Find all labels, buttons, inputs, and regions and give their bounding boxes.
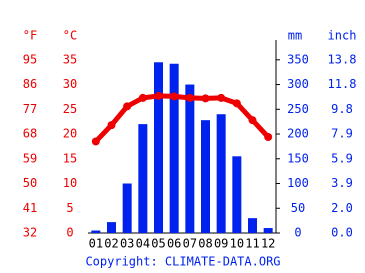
x-tick-label: 12	[261, 237, 275, 251]
axis-label-mm: mm	[288, 29, 302, 43]
y2-tick-label-inch: 3.9	[331, 176, 353, 190]
bar	[91, 230, 101, 233]
y2-tick-label: 0	[294, 226, 301, 240]
source: Copyright: CLIMATE-DATA.ORG	[85, 255, 280, 269]
y2-tick-label: 350	[287, 52, 309, 66]
y-tick-label: 15	[63, 151, 77, 165]
temperature-point	[154, 91, 163, 100]
bar	[122, 183, 132, 233]
y2-tick-label: 300	[287, 77, 309, 91]
bar	[232, 156, 242, 233]
x-tick-label: 04	[136, 237, 150, 251]
temperature-point	[264, 132, 273, 141]
temperature-point	[91, 137, 100, 146]
bar	[107, 222, 116, 233]
axis-label-c: °C	[63, 29, 77, 43]
y-tick-label-f: 32	[23, 226, 37, 240]
temperature-point	[170, 92, 179, 101]
y-tick-label-f: 41	[23, 201, 37, 215]
bar	[154, 62, 163, 234]
y-tick-label-f: 68	[23, 127, 37, 141]
y2-tick-label: 100	[287, 176, 309, 190]
x-tick-label: 11	[245, 237, 259, 251]
temperature-point	[123, 102, 132, 111]
y-tick-label-f: 77	[23, 102, 37, 116]
y2-tick-label-inch: 0.0	[331, 226, 353, 240]
y2-tick-label-inch: 2.0	[331, 201, 353, 215]
x-tick-label: 03	[120, 237, 134, 251]
x-tick-label: 06	[167, 237, 181, 251]
y-tick-label: 5	[66, 201, 73, 215]
temperature-point	[201, 94, 210, 103]
y-tick-label-f: 86	[23, 77, 37, 91]
bar	[263, 228, 273, 233]
y2-tick-label-inch: 7.9	[331, 127, 353, 141]
y2-tick-label-inch: 13.8	[328, 52, 357, 66]
bar	[185, 84, 195, 234]
x-tick-label: 05	[151, 237, 165, 251]
bar	[248, 218, 257, 233]
x-tick-label: 07	[183, 237, 197, 251]
x-tick-label: 01	[89, 237, 103, 251]
x-tick-label: 09	[214, 237, 228, 251]
bar	[201, 120, 210, 233]
y2-tick-label: 150	[287, 151, 309, 165]
y-tick-label-f: 95	[23, 52, 37, 66]
y2-tick-label: 200	[287, 127, 309, 141]
axis-label-inch: inch	[328, 29, 357, 43]
temperature-point	[217, 93, 226, 102]
bar	[169, 63, 179, 233]
temperature-line	[94, 93, 270, 144]
y-tick-label: 20	[63, 127, 77, 141]
y-tick-label: 30	[63, 77, 77, 91]
y2-tick-label-inch: 5.9	[331, 151, 353, 165]
temperature-point	[185, 93, 194, 102]
y2-tick-label: 250	[287, 102, 309, 116]
axis-label-f: °F	[23, 29, 37, 43]
x-tick-label: 10	[230, 237, 244, 251]
y-tick-label-f: 59	[23, 151, 37, 165]
bar	[216, 114, 226, 233]
y2-tick-label-inch: 9.8	[331, 102, 353, 116]
temperature-point	[232, 99, 241, 108]
temperature-point	[107, 121, 116, 130]
y2-tick-label: 50	[291, 201, 305, 215]
y-tick-label-f: 50	[23, 176, 37, 190]
x-tick-label: 08	[198, 237, 212, 251]
temperature-point	[248, 116, 257, 125]
bar	[138, 124, 148, 233]
y-tick-label: 25	[63, 102, 77, 116]
y-tick-label: 35	[63, 52, 77, 66]
y-tick-label: 10	[63, 176, 77, 190]
y-tick-label: 0	[66, 226, 73, 240]
x-tick-label: 02	[104, 237, 118, 251]
y2-tick-label-inch: 11.8	[328, 77, 357, 91]
temperature-point	[138, 93, 147, 102]
